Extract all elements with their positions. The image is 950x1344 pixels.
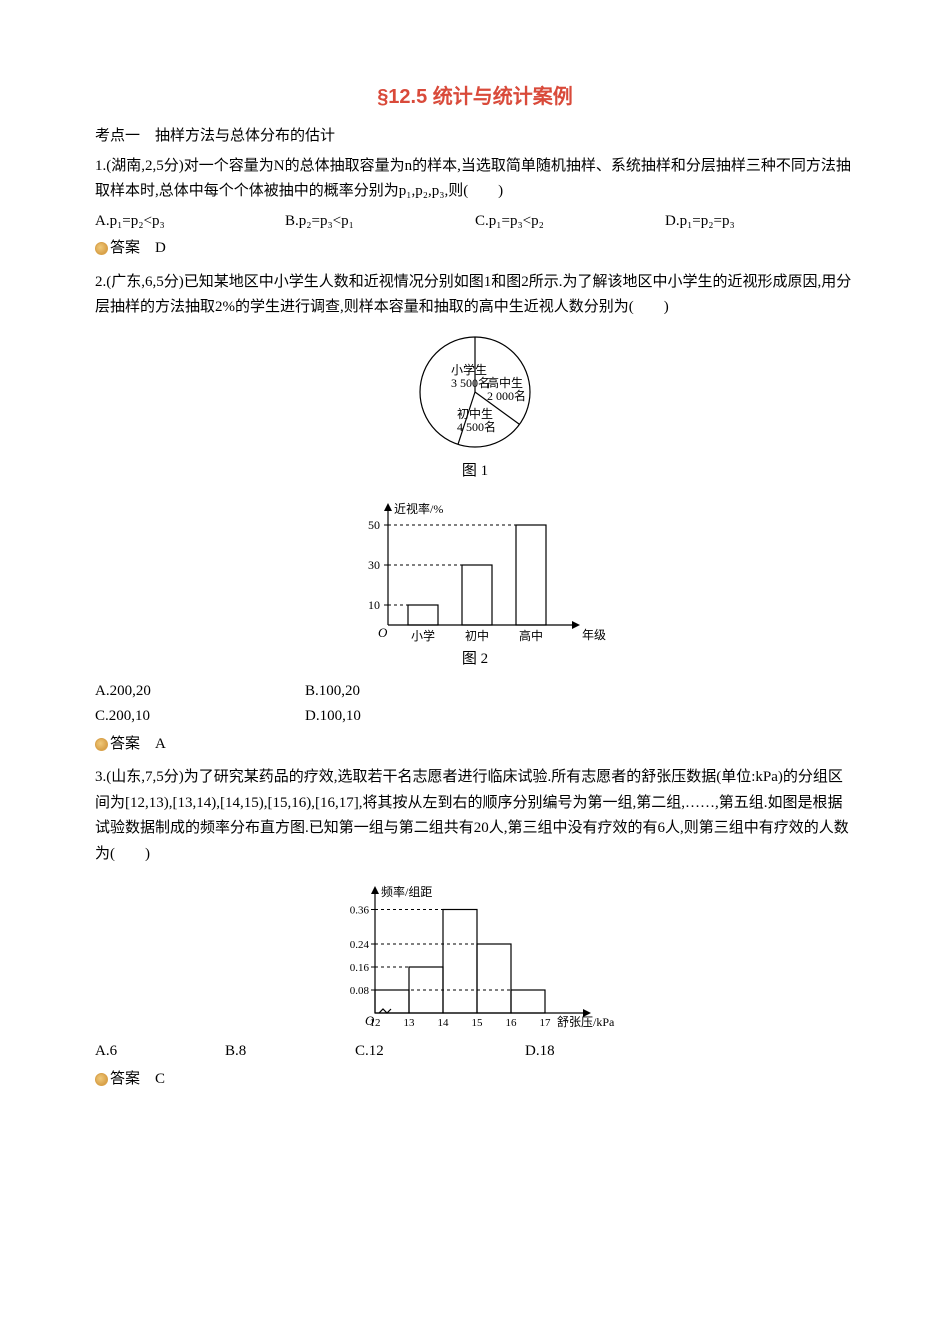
question-3-text: 3.(山东,7,5分)为了研究某药品的疗效,选取若干名志愿者进行临床试验.所有志… — [95, 765, 855, 867]
document-page: §12.5 统计与统计案例 考点一 抽样方法与总体分布的估计 1.(湖南,2,5… — [0, 0, 950, 1160]
q2-choice-c: C.200,10 — [95, 704, 305, 730]
svg-text:0.16: 0.16 — [350, 962, 370, 974]
svg-text:舒张压/kPa: 舒张压/kPa — [557, 1015, 615, 1029]
q3-choice-a: A.6 — [95, 1039, 225, 1065]
question-1-text: 1.(湖南,2,5分)对一个容量为N的总体抽取容量为n的样本,当选取简单随机抽样… — [95, 154, 855, 205]
svg-text:频率/组距: 频率/组距 — [381, 884, 432, 899]
figure-2-caption: 图 2 — [95, 647, 855, 673]
answer-icon — [95, 738, 108, 751]
q1-choice-a: A.p₁=p₂<p₃ — [95, 209, 285, 235]
svg-text:小学: 小学 — [411, 628, 435, 643]
svg-text:10: 10 — [368, 598, 380, 612]
answer-icon — [95, 1073, 108, 1086]
q3-choice-d: D.18 — [525, 1039, 855, 1065]
question-2-choices-row1: A.200,20 B.100,20 — [95, 679, 855, 705]
q3-answer-label: 答案 C — [110, 1067, 165, 1093]
figure-3-histogram: 0.080.160.240.36121314151617O频率/组距舒张压/kP… — [95, 873, 855, 1033]
question-2-text: 2.(广东,6,5分)已知某地区中小学生人数和近视情况分别如图1和图2所示.为了… — [95, 270, 855, 321]
svg-text:15: 15 — [472, 1017, 484, 1029]
q2-choice-a: A.200,20 — [95, 679, 305, 705]
q2-choice-d: D.100,10 — [305, 704, 515, 730]
topic-heading: 考点一 抽样方法与总体分布的估计 — [95, 124, 855, 150]
svg-text:4 500名: 4 500名 — [457, 419, 496, 434]
svg-text:高中: 高中 — [519, 628, 543, 643]
q1-answer-label: 答案 D — [110, 236, 166, 262]
q1-answer: 答案 D — [95, 236, 855, 262]
svg-text:50: 50 — [368, 518, 380, 532]
figure-1-caption: 图 1 — [95, 459, 855, 485]
q1-choice-d: D.p₁=p₂=p₃ — [665, 209, 855, 235]
q2-answer: 答案 A — [95, 732, 855, 758]
figure-1-pie: 小学生3 500名高中生2 000名初中生4 500名 图 1 — [95, 327, 855, 485]
bar-chart-svg: 10 30 50 小学 初中 高中 O 近视率/% 年级 — [340, 490, 610, 645]
q2-answer-label: 答案 A — [110, 732, 166, 758]
q2-choice-b: B.100,20 — [305, 679, 515, 705]
svg-text:3 500名: 3 500名 — [451, 375, 490, 390]
histogram-svg: 0.080.160.240.36121314151617O频率/组距舒张压/kP… — [325, 873, 625, 1033]
svg-text:0.08: 0.08 — [350, 985, 370, 997]
svg-text:近视率/%: 近视率/% — [394, 501, 443, 516]
svg-text:O: O — [365, 1013, 375, 1028]
svg-text:16: 16 — [506, 1017, 518, 1029]
svg-text:初中: 初中 — [465, 628, 489, 643]
question-1-choices: A.p₁=p₂<p₃ B.p₂=p₃<p₁ C.p₁=p₃<p₂ D.p₁=p₂… — [95, 209, 855, 235]
svg-text:2 000名: 2 000名 — [487, 388, 526, 403]
question-3-choices: A.6 B.8 C.12 D.18 — [95, 1039, 855, 1065]
svg-text:小学生: 小学生 — [451, 362, 487, 377]
svg-text:30: 30 — [368, 558, 380, 572]
svg-text:初中生: 初中生 — [457, 406, 493, 421]
svg-text:O: O — [378, 625, 388, 640]
svg-text:13: 13 — [404, 1017, 416, 1029]
figure-2-bar: 10 30 50 小学 初中 高中 O 近视率/% 年级 图 2 — [95, 490, 855, 673]
question-2-choices-row2: C.200,10 D.100,10 — [95, 704, 855, 730]
answer-icon — [95, 242, 108, 255]
svg-text:高中生: 高中生 — [487, 375, 523, 390]
q1-choice-b: B.p₂=p₃<p₁ — [285, 209, 475, 235]
svg-text:0.36: 0.36 — [350, 905, 370, 917]
svg-text:17: 17 — [540, 1017, 552, 1029]
svg-text:14: 14 — [438, 1017, 450, 1029]
svg-text:0.24: 0.24 — [350, 939, 370, 951]
pie-chart-svg: 小学生3 500名高中生2 000名初中生4 500名 — [390, 327, 560, 457]
q3-choice-c: C.12 — [355, 1039, 525, 1065]
q3-choice-b: B.8 — [225, 1039, 355, 1065]
svg-text:年级: 年级 — [582, 628, 606, 642]
q1-choice-c: C.p₁=p₃<p₂ — [475, 209, 665, 235]
q3-answer: 答案 C — [95, 1067, 855, 1093]
page-title: §12.5 统计与统计案例 — [95, 80, 855, 114]
